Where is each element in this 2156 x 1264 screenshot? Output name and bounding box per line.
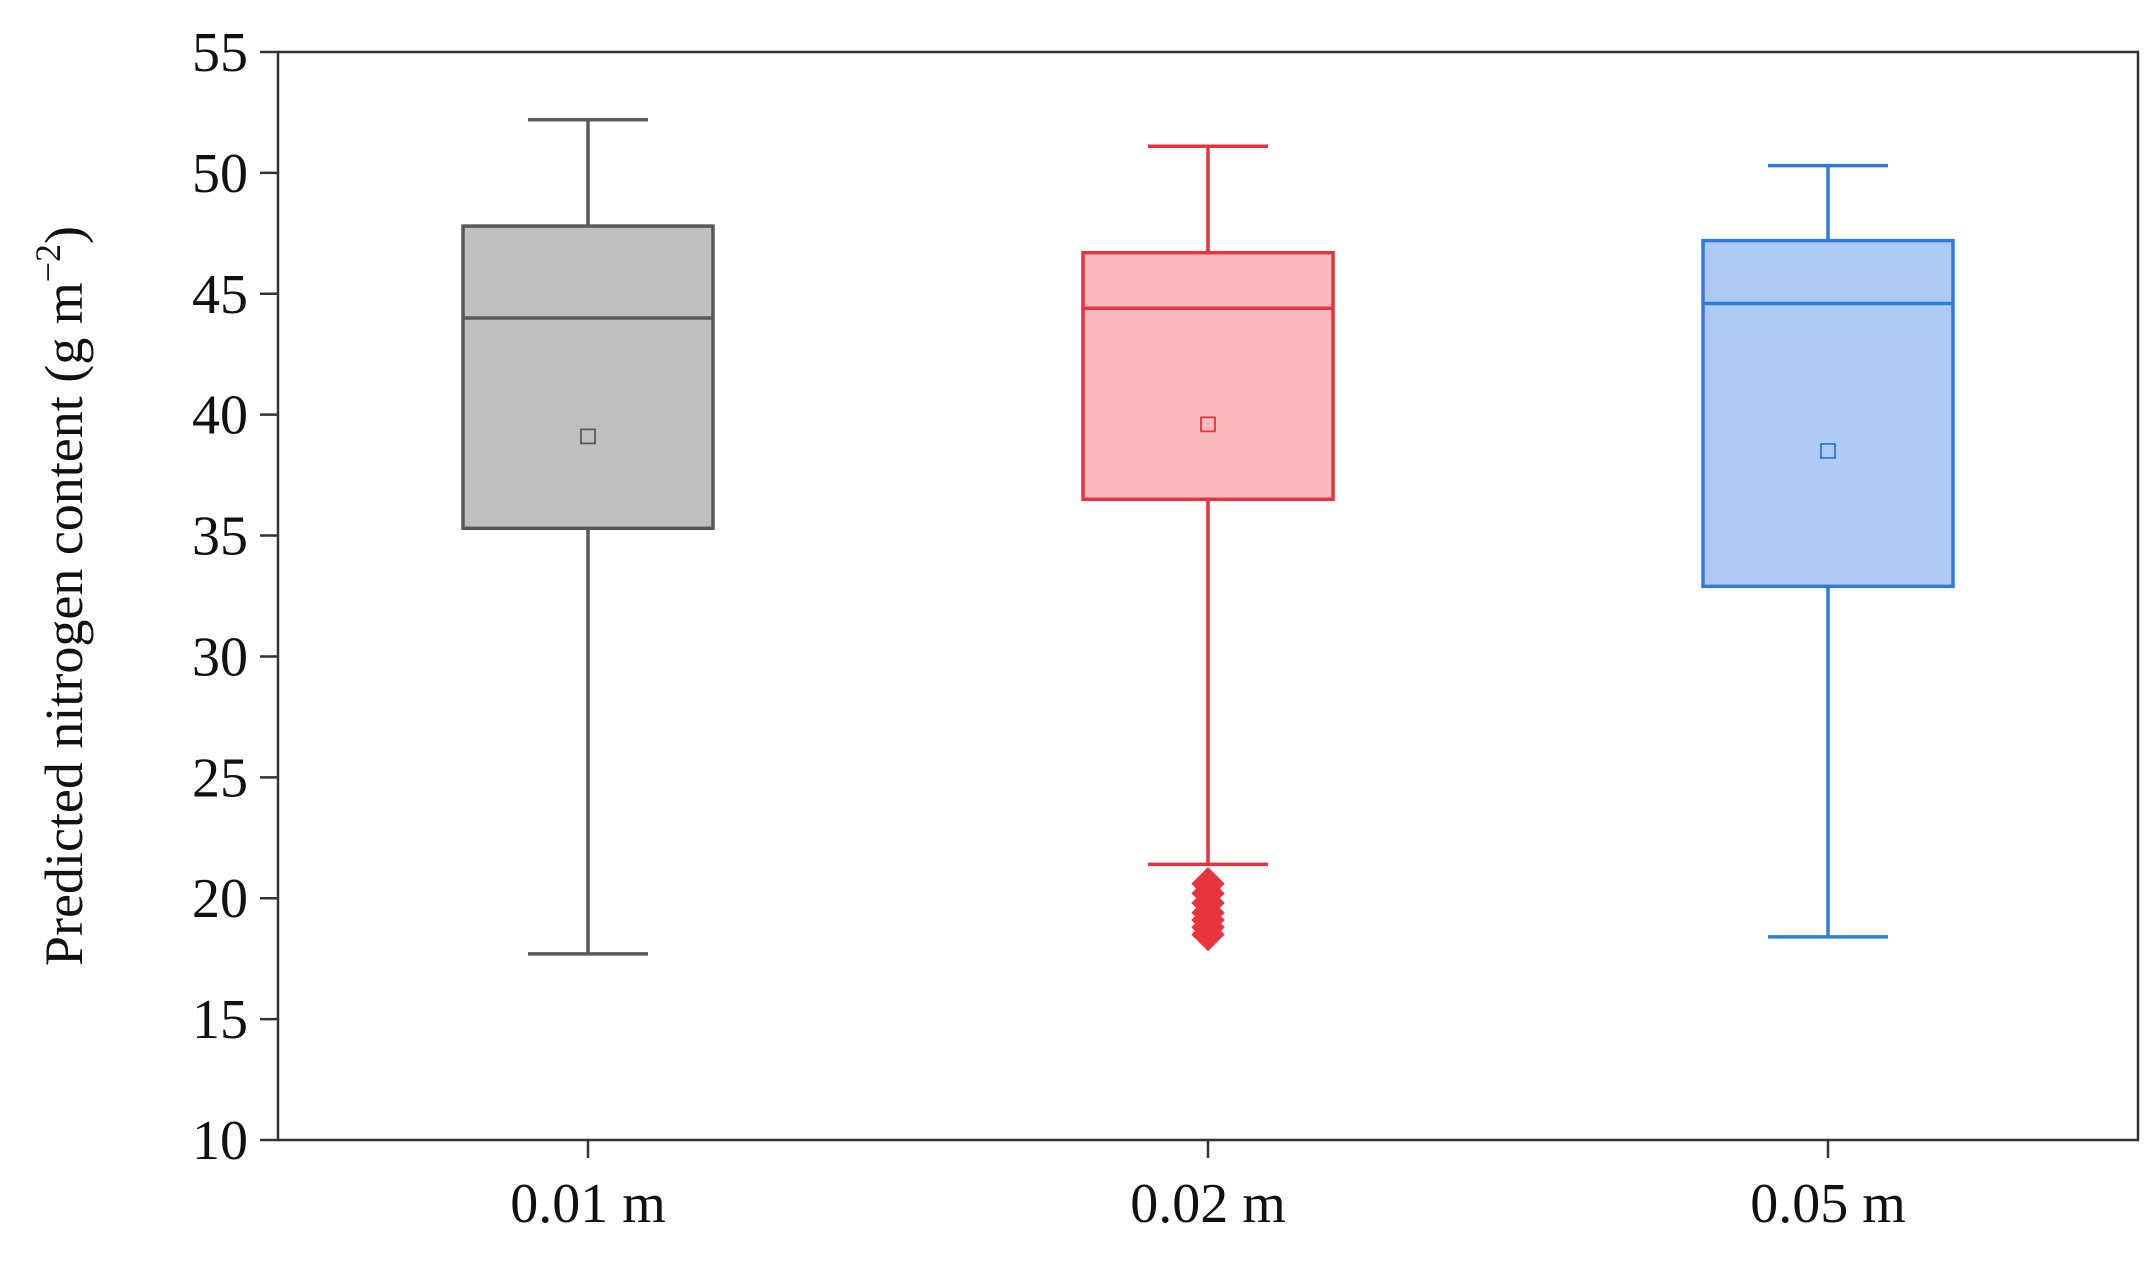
mean-marker — [580, 428, 596, 445]
boxes — [461, 117, 1955, 956]
y-axis-title-superscript: −2 — [28, 244, 68, 282]
outlier-point — [1191, 917, 1225, 952]
y-tick-label: 15 — [192, 989, 248, 1051]
y-tick-label: 25 — [192, 747, 248, 809]
y-axis: 10 15 20 25 30 35 40 45 50 55 — [192, 22, 278, 1172]
x-axis: 0.01 m 0.02 m 0.05 m — [510, 1140, 1906, 1235]
iqr-box — [1081, 250, 1335, 502]
y-tick-label: 30 — [192, 626, 248, 688]
y-axis-title: Predicted nitrogen content (g m−2) — [28, 226, 94, 966]
x-tick-label: 0.01 m — [510, 1173, 666, 1235]
x-tick-label: 0.02 m — [1130, 1173, 1286, 1235]
y-tick-label: 50 — [192, 143, 248, 205]
box-group — [1081, 144, 1335, 952]
box-group — [461, 117, 715, 956]
y-tick-label: 10 — [192, 1110, 248, 1172]
mean-marker — [1200, 416, 1216, 433]
iqr-box — [461, 224, 715, 531]
y-axis-title-text: Predicted nitrogen content (g m — [34, 282, 94, 966]
iqr-box — [1701, 238, 1955, 589]
y-tick-label: 45 — [192, 264, 248, 326]
y-axis-title-close: ) — [34, 226, 94, 244]
y-tick-label: 55 — [192, 22, 248, 84]
box-group — [1701, 163, 1955, 939]
y-tick-label: 40 — [192, 385, 248, 447]
x-tick-label: 0.05 m — [1750, 1173, 1906, 1235]
y-tick-label: 20 — [192, 868, 248, 930]
mean-marker — [1820, 443, 1836, 459]
y-tick-label: 35 — [192, 506, 248, 568]
